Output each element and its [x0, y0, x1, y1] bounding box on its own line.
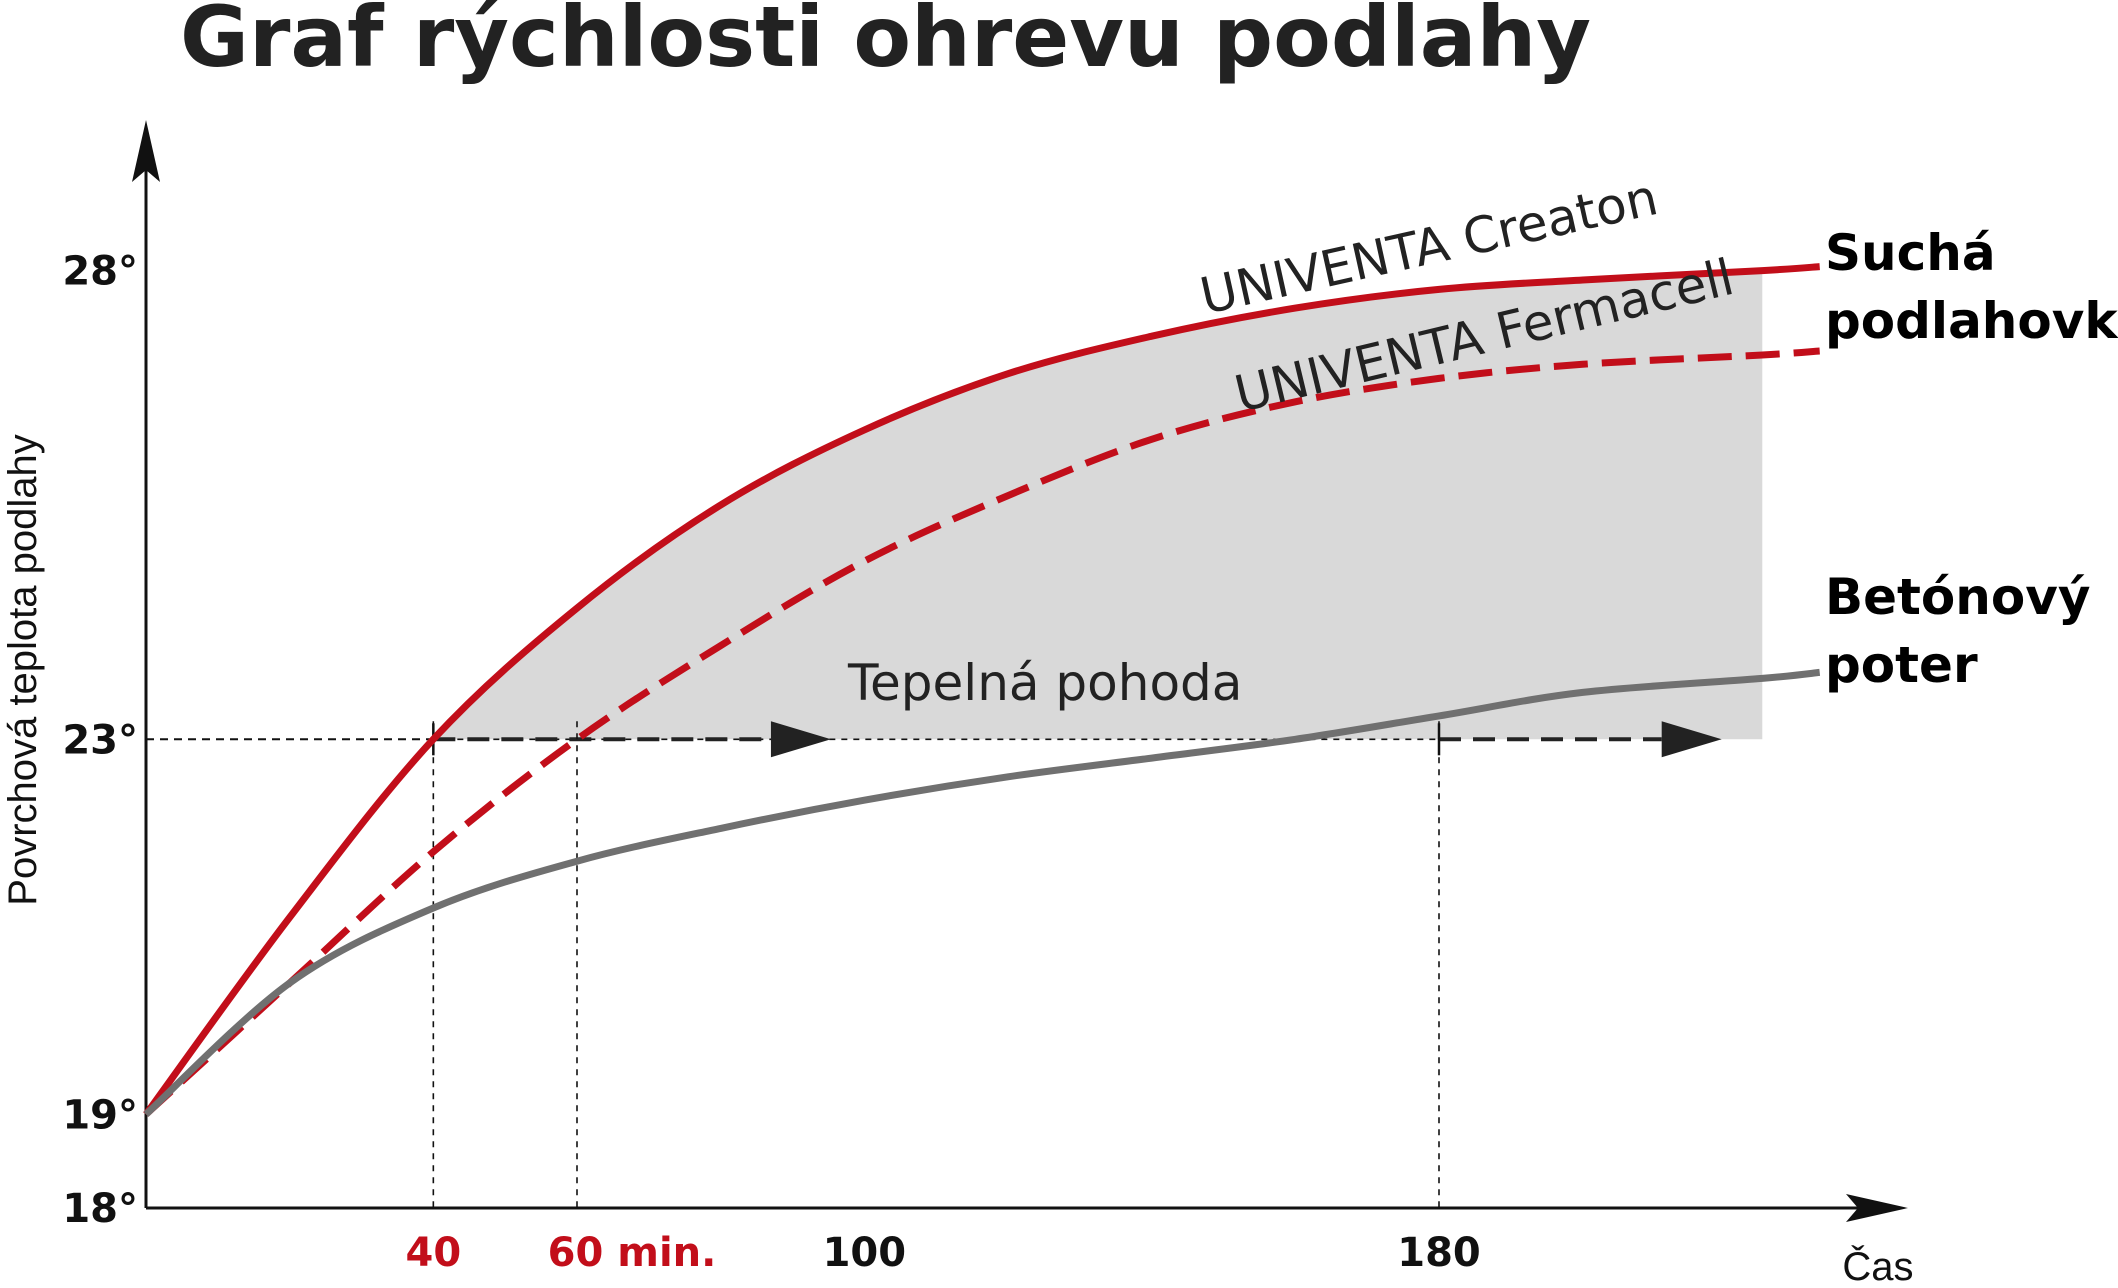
comfort-arrow-head-2-icon [1661, 721, 1722, 758]
comfort-arrow-head-1-icon [770, 721, 831, 758]
comfort-zone [433, 270, 1763, 740]
x-tick-label: 180 [1397, 1230, 1481, 1276]
x-tick-label: 100 [823, 1230, 907, 1276]
legend-concrete-line-1: Betónový [1825, 568, 2090, 626]
series-line-1 [143, 347, 1820, 1117]
legend-dry-floor-line-1: Suchá [1825, 224, 1996, 282]
x-tick-label: 60 min. [548, 1230, 717, 1276]
guide-lines [146, 721, 1722, 1208]
x-axis-arrow-icon [1846, 1194, 1908, 1222]
y-tick-label: 28° [62, 249, 138, 295]
x-tick-label: 40 [405, 1230, 461, 1276]
y-tick-label: 23° [62, 717, 138, 763]
y-axis-label: Povrchová teplota podlahy [1, 434, 45, 905]
y-tick-label: 18° [62, 1186, 138, 1232]
chart-title: Graf rýchlosti ohrevu podlahy [180, 0, 1591, 86]
comfort-zone-area [433, 270, 1763, 740]
comfort-zone-label: Tepelná pohoda [847, 654, 1242, 712]
legend-dry-floor-line-2: podlahovka [1825, 292, 2118, 350]
legend-concrete-line-2: poter [1825, 636, 1978, 694]
legend-concrete-screed: Betónový poter [1825, 568, 2090, 694]
y-axis-arrow-icon [132, 120, 160, 182]
series-line-2 [143, 668, 1821, 1117]
series-line-0 [143, 263, 1820, 1117]
legend-dry-floor: Suchá podlahovka [1825, 224, 2118, 350]
x-axis-label: Čas [1842, 1244, 1913, 1288]
y-tick-label: 19° [62, 1092, 138, 1138]
axis-ticks: 18° 19° 23° 28° 40 60 min. 100 180 [62, 249, 1480, 1276]
series-lines [143, 263, 1821, 1117]
